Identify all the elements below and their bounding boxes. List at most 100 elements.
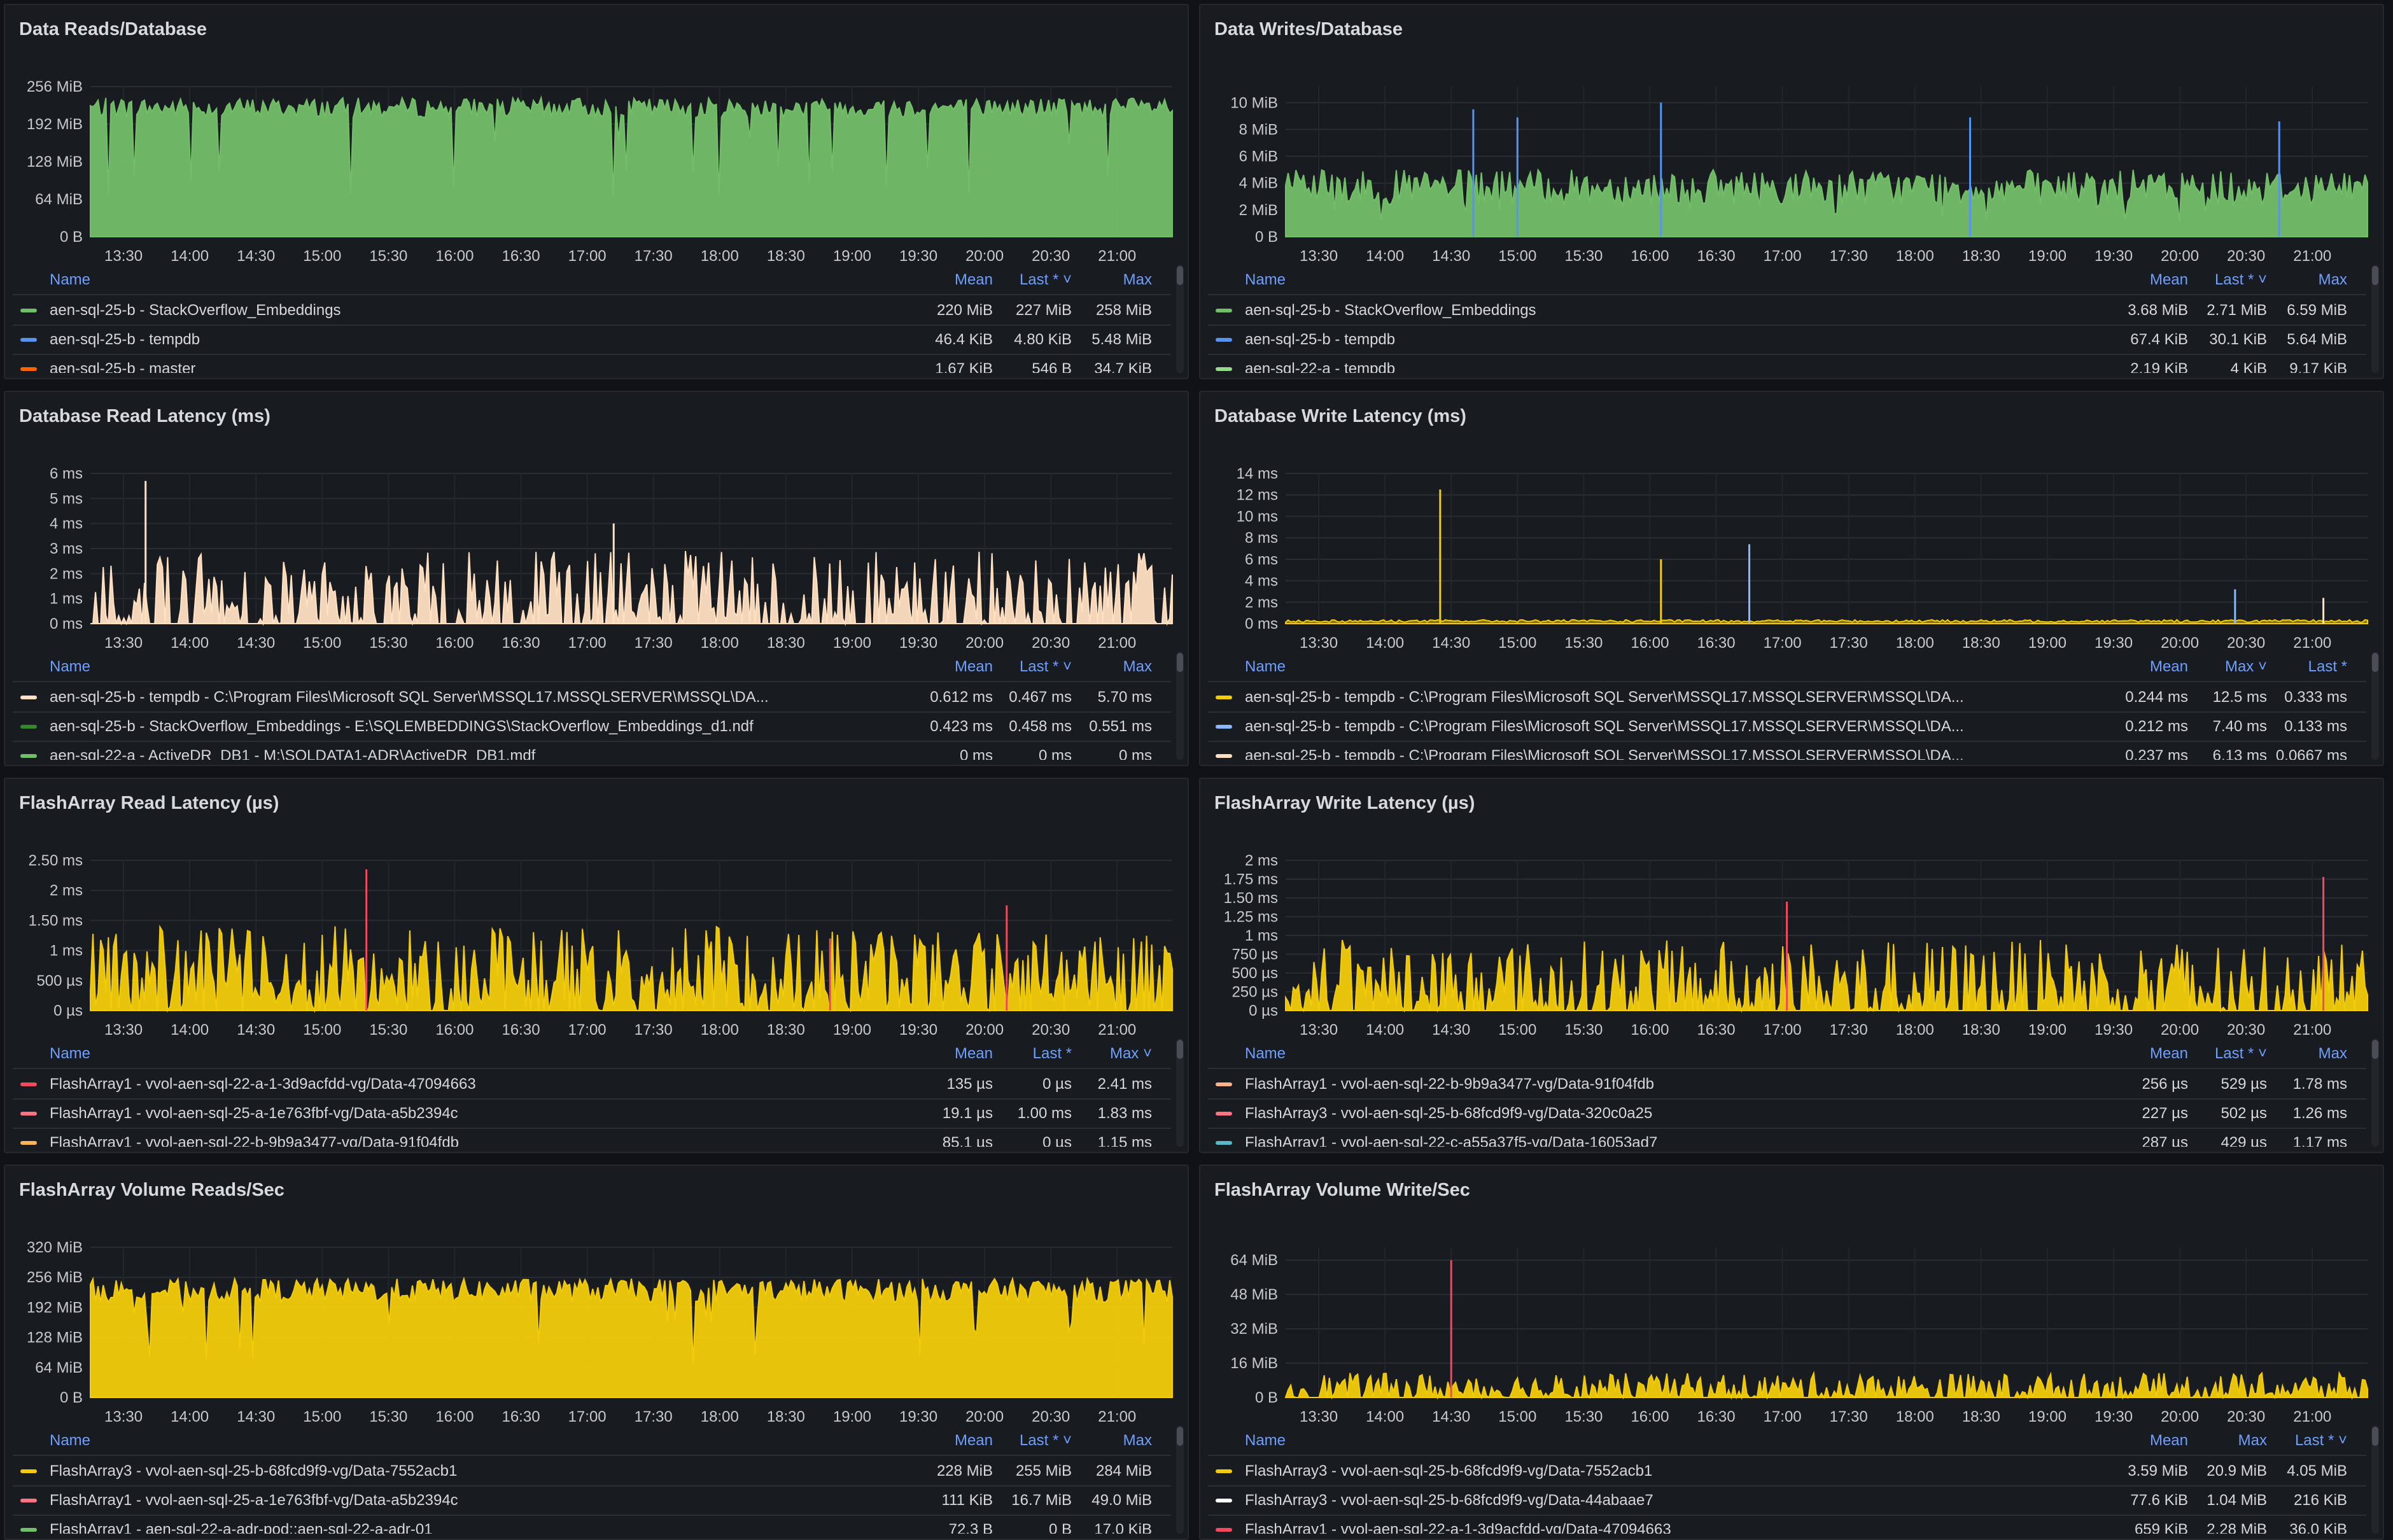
legend-row[interactable]: FlashArray1 - aen-sql-22-a-adr-pod::aen-… <box>13 1515 1171 1534</box>
chart-plot[interactable]: 0 B 2 MiB 4 MiB 6 MiB 8 MiB 10 MiB 13:30 14:00 1… <box>1200 61 2384 263</box>
legend-row[interactable]: aen-sql-25-b - tempdb 67.4 KiB 30.1 KiB 5.6… <box>1208 325 2366 355</box>
legend-row[interactable]: aen-sql-25-b - tempdb - C:\Program Files… <box>1208 682 2366 713</box>
legend-row[interactable]: aen-sql-25-b - tempdb 46.4 KiB 4.80 KiB 5.4… <box>13 325 1171 355</box>
scrollbar-thumb[interactable] <box>2372 266 2378 285</box>
chart-plot[interactable]: 0 ms 2 ms 4 ms 6 ms 8 ms 10 ms 12 ms 14 ms 13:30… <box>1200 448 2384 650</box>
legend-col-3[interactable]: Max <box>1123 271 1152 288</box>
legend-row[interactable]: FlashArray1 - vvol-aen-sql-22-c-a55a37f5… <box>1208 1128 2366 1147</box>
legend-row[interactable]: aen-sql-25-b - tempdb - C:\Program Files… <box>13 682 1171 713</box>
legend-row[interactable]: FlashArray3 - vvol-aen-sql-25-b-68fcd9f9… <box>1208 1456 2366 1487</box>
legend-value-2: 0 ms <box>1038 747 1072 760</box>
legend-value-2: 0 µs <box>1042 1134 1072 1147</box>
legend-scrollbar[interactable] <box>2371 1425 2379 1534</box>
legend-col-name[interactable]: Name <box>1245 271 1286 288</box>
legend-value-3: 2.41 ms <box>1097 1075 1152 1093</box>
legend-col-1[interactable]: Mean <box>2149 271 2188 288</box>
panel-data-writes-database[interactable]: Data Writes/Database 0 B 2 MiB 4 MiB 6 MiB 8 … <box>1199 4 2384 379</box>
x-tick-label: 14:00 <box>171 1408 209 1424</box>
panel-flasharray-volume-write-sec[interactable]: FlashArray Volume Write/Sec 0 B 16 MiB 32 M… <box>1199 1165 2384 1540</box>
legend-row[interactable]: FlashArray3 - vvol-aen-sql-25-b-68fcd9f9… <box>1208 1098 2366 1129</box>
scrollbar-thumb[interactable] <box>1177 653 1183 672</box>
legend-col-name[interactable]: Name <box>1245 658 1286 675</box>
legend-col-name[interactable]: Name <box>50 271 91 288</box>
legend-col-1[interactable]: Mean <box>954 1045 993 1062</box>
legend-col-3[interactable]: Max <box>2318 271 2347 288</box>
legend-row[interactable]: aen-sql-25-b - tempdb - C:\Program Files… <box>1208 741 2366 760</box>
legend-scrollbar[interactable] <box>1176 1425 1184 1534</box>
legend-col-2[interactable]: Last * ˅ <box>1019 271 1072 288</box>
panel-database-read-latency-ms[interactable]: Database Read Latency (ms) 0 ms 1 ms 2 ms 3 … <box>4 391 1189 766</box>
x-tick-label: 16:30 <box>502 1021 540 1037</box>
scrollbar-thumb[interactable] <box>2372 1427 2378 1446</box>
panel-data-reads-database[interactable]: Data Reads/Database 0 B 64 MiB 128 MiB 192 M… <box>4 4 1189 379</box>
legend-col-1[interactable]: Mean <box>2149 1432 2188 1449</box>
legend-col-3[interactable]: Last * ˅ <box>2294 1432 2347 1449</box>
legend-row[interactable]: FlashArray1 - vvol-aen-sql-22-b-9b9a3477… <box>13 1128 1171 1147</box>
legend-col-2[interactable]: Last * ˅ <box>1019 1432 1072 1449</box>
legend-col-2[interactable]: Last * ˅ <box>2214 271 2267 288</box>
legend-col-name[interactable]: Name <box>1245 1045 1286 1062</box>
legend-row[interactable]: aen-sql-25-b - StackOverflow_Embeddings 3… <box>1208 295 2366 326</box>
legend-row[interactable]: aen-sql-25-b - StackOverflow_Embeddings … <box>13 711 1171 742</box>
chart-plot[interactable]: 0 µs 500 µs 1 ms 1.50 ms 2 ms 2.50 ms 13:30 14:… <box>5 835 1189 1037</box>
legend-row[interactable]: FlashArray1 - vvol-aen-sql-25-a-1e763fbf… <box>13 1098 1171 1129</box>
panel-database-write-latency-ms[interactable]: Database Write Latency (ms) 0 ms 2 ms 4 ms 6… <box>1199 391 2384 766</box>
x-tick-label: 14:00 <box>1366 634 1404 650</box>
legend-col-name[interactable]: Name <box>50 1432 91 1449</box>
panel-flasharray-read-latency-s[interactable]: FlashArray Read Latency (µs) 0 µs 500 µs 1 … <box>4 778 1189 1153</box>
legend-row[interactable]: aen-sql-25-b - tempdb - C:\Program Files… <box>1208 711 2366 742</box>
legend-col-2[interactable]: Max ˅ <box>2224 658 2267 675</box>
legend-row[interactable]: FlashArray1 - vvol-aen-sql-22-a-1-3d9acf… <box>1208 1515 2366 1534</box>
x-tick-label: 17:00 <box>1764 634 1802 650</box>
series-color-swatch <box>1216 696 1232 699</box>
legend-col-3[interactable]: Max ˅ <box>1109 1045 1152 1062</box>
panel-flasharray-volume-reads-sec[interactable]: FlashArray Volume Reads/Sec 0 B 64 MiB 128 … <box>4 1165 1189 1540</box>
scrollbar-thumb[interactable] <box>1177 1040 1183 1059</box>
x-tick-label: 14:30 <box>1432 1021 1470 1037</box>
legend-row[interactable]: aen-sql-25-b - master 1.67 KiB 546 B 34.7 K… <box>13 354 1171 373</box>
legend-row[interactable]: FlashArray3 - vvol-aen-sql-25-b-68fcd9f9… <box>13 1456 1171 1487</box>
legend-series-name: aen-sql-22-a - ActiveDR_DB1 - M:\SQLDATA… <box>50 747 536 760</box>
legend-col-1[interactable]: Mean <box>2149 658 2188 675</box>
legend-row[interactable]: aen-sql-22-a - ActiveDR_DB1 - M:\SQLDATA… <box>13 741 1171 760</box>
panel-flasharray-write-latency-s[interactable]: FlashArray Write Latency (µs) 0 µs 250 µs 5… <box>1199 778 2384 1153</box>
legend-col-1[interactable]: Mean <box>954 271 993 288</box>
legend-row[interactable]: aen-sql-25-b - StackOverflow_Embeddings 2… <box>13 295 1171 326</box>
legend-col-name[interactable]: Name <box>1245 1432 1286 1449</box>
legend-col-name[interactable]: Name <box>50 1045 91 1062</box>
legend-col-2[interactable]: Last * ˅ <box>2214 1045 2267 1062</box>
legend-col-3[interactable]: Max <box>1123 658 1152 675</box>
scrollbar-thumb[interactable] <box>1177 266 1183 285</box>
legend-col-2[interactable]: Last * <box>1032 1045 1072 1062</box>
legend-col-1[interactable]: Mean <box>2149 1045 2188 1062</box>
legend-col-1[interactable]: Mean <box>954 1432 993 1449</box>
legend-scrollbar[interactable] <box>2371 265 2379 373</box>
legend-row[interactable]: FlashArray1 - vvol-aen-sql-22-a-1-3d9acf… <box>13 1069 1171 1100</box>
legend-col-2[interactable]: Last * ˅ <box>1019 658 1072 675</box>
legend-col-3[interactable]: Last * <box>2308 658 2347 675</box>
legend-row[interactable]: FlashArray3 - vvol-aen-sql-25-b-68fcd9f9… <box>1208 1485 2366 1516</box>
legend-col-1[interactable]: Mean <box>954 658 993 675</box>
chart-plot[interactable]: 0 B 64 MiB 128 MiB 192 MiB 256 MiB 13:30 14:00… <box>5 61 1189 263</box>
legend-row[interactable]: FlashArray1 - vvol-aen-sql-22-b-9b9a3477… <box>1208 1069 2366 1100</box>
chart-plot[interactable]: 0 B 16 MiB 32 MiB 48 MiB 64 MiB 13:30 14:00 14:… <box>1200 1222 2384 1424</box>
legend-value-2: 16.7 MiB <box>1011 1492 1072 1509</box>
legend-series-name: FlashArray1 - vvol-aen-sql-22-c-a55a37f5… <box>1245 1134 1658 1147</box>
scrollbar-thumb[interactable] <box>1177 1427 1183 1446</box>
scrollbar-thumb[interactable] <box>2372 653 2378 672</box>
legend-col-3[interactable]: Max <box>1123 1432 1152 1449</box>
legend-scrollbar[interactable] <box>2371 1039 2379 1147</box>
legend-col-3[interactable]: Max <box>2318 1045 2347 1062</box>
legend-scrollbar[interactable] <box>1176 1039 1184 1147</box>
legend-scrollbar[interactable] <box>1176 265 1184 373</box>
scrollbar-thumb[interactable] <box>2372 1040 2378 1059</box>
chart-plot[interactable]: 0 ms 1 ms 2 ms 3 ms 4 ms 5 ms 6 ms 13:30 14:00 14… <box>5 448 1189 650</box>
chart-plot[interactable]: 0 B 64 MiB 128 MiB 192 MiB 256 MiB 320 MiB 13:… <box>5 1222 1189 1424</box>
legend-row[interactable]: FlashArray1 - vvol-aen-sql-25-a-1e763fbf… <box>13 1485 1171 1516</box>
legend-scrollbar[interactable] <box>2371 652 2379 760</box>
legend-row[interactable]: aen-sql-22-a - tempdb 2.19 KiB 4 KiB 9.17 K… <box>1208 354 2366 373</box>
legend-col-name[interactable]: Name <box>50 658 91 675</box>
legend-col-2[interactable]: Max <box>2238 1432 2267 1449</box>
legend-scrollbar[interactable] <box>1176 652 1184 760</box>
